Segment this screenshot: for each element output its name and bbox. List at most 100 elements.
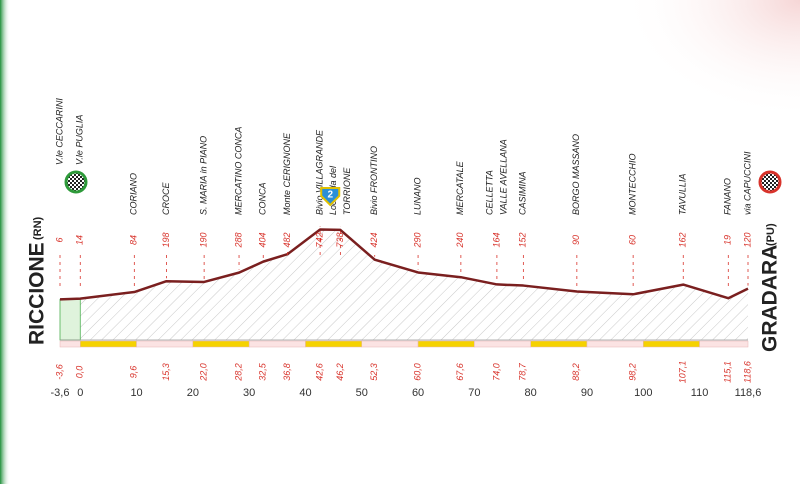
km-strip — [136, 340, 194, 348]
x-tick-label: -3,6 — [51, 387, 70, 399]
km-strip — [248, 340, 306, 348]
km-strip — [361, 340, 419, 348]
place-name: Bivio VILLAGRANDE — [314, 129, 324, 215]
altitude-label: 240 — [455, 232, 465, 248]
place-name: MONTECCHIO — [628, 154, 638, 216]
km-label: 9,6 — [129, 366, 139, 379]
place-name: via CAPUCCINI — [742, 151, 752, 215]
altitude-label: 404 — [258, 232, 268, 247]
km-label: 36,8 — [282, 363, 292, 381]
place-name: Monte CERIGNONE — [282, 132, 292, 215]
km-label: 118,6 — [742, 361, 752, 383]
x-tick-label: 10 — [130, 387, 142, 399]
km-strip — [80, 340, 137, 348]
place-name: MERCATALE — [455, 160, 465, 215]
km-strip — [586, 340, 644, 348]
km-label: 42,6 — [314, 363, 324, 381]
x-tick-label: 118,6 — [735, 387, 762, 399]
altitude-label: 60 — [628, 235, 638, 245]
finish-name: GRADARA — [759, 245, 782, 352]
altitude-label: 424 — [369, 232, 379, 247]
km-label: 67,6 — [455, 363, 465, 381]
profile-area — [60, 229, 748, 340]
km-label: 15,3 — [161, 363, 171, 381]
place-name: CELLETTA — [484, 170, 494, 215]
km-label: 98,2 — [628, 363, 638, 381]
place-name: MERCATINO CONCA — [233, 127, 243, 215]
altitude-label: 198 — [161, 232, 171, 247]
altitude-label: 90 — [571, 235, 581, 245]
start-zone — [59, 299, 81, 341]
km-label: 88,2 — [571, 363, 581, 381]
x-tick-label: 100 — [634, 387, 652, 399]
start-icon — [64, 170, 88, 194]
altitude-label: 6 — [54, 237, 64, 242]
km-label: 115,1 — [723, 361, 733, 383]
km-label: 22,0 — [199, 363, 209, 382]
altitude-label: 738 — [335, 232, 345, 247]
km-strip — [59, 340, 81, 348]
km-label: 0,0 — [75, 366, 85, 379]
altitude-label: 190 — [199, 232, 209, 247]
x-tick-label: 30 — [243, 387, 255, 399]
km-strip — [305, 340, 363, 348]
place-name: VALLE AVELLANA — [498, 139, 508, 215]
altitude-label: 84 — [129, 235, 139, 245]
altitude-label: 742 — [314, 232, 324, 247]
km-strip — [643, 340, 700, 348]
start-name: RICCIONE — [26, 242, 49, 345]
place-name: V.le PUGLIA — [75, 115, 85, 165]
place-name: CONCA — [258, 182, 268, 215]
km-strip — [192, 340, 250, 348]
km-label: -3,6 — [54, 364, 64, 380]
x-tick-label: 80 — [525, 387, 537, 399]
altitude-label: 162 — [678, 232, 688, 247]
climb-category: 2 — [327, 190, 333, 201]
altitude-label: 290 — [412, 232, 422, 248]
km-strip — [417, 340, 475, 348]
place-name: BORGO MASSANO — [571, 134, 581, 215]
profile-line — [59, 228, 749, 301]
x-tick-label: 0 — [77, 387, 83, 399]
place-name: LUNANO — [412, 177, 422, 215]
altitude-label: 482 — [282, 232, 292, 247]
x-tick-label: 70 — [468, 387, 480, 399]
km-label: 107,1 — [678, 361, 688, 384]
km-label: 74,0 — [491, 363, 501, 381]
altitude-label: 14 — [75, 235, 85, 245]
place-name: S. MARIA in PIANO — [199, 136, 209, 215]
km-label: 78,7 — [518, 362, 528, 381]
finish-province: (PU) — [765, 223, 777, 246]
place-name: CASIMINA — [518, 171, 528, 215]
altitude-label: 164 — [491, 232, 501, 247]
km-label: 52,3 — [369, 363, 379, 381]
place-name: CROCE — [161, 182, 171, 215]
left-stripe — [0, 0, 10, 484]
x-tick-label: 90 — [581, 387, 593, 399]
km-label: 28,2 — [233, 363, 243, 382]
km-strip — [474, 340, 531, 348]
x-tick-label: 40 — [299, 387, 311, 399]
km-label: 46,2 — [335, 363, 345, 381]
place-name: TAVULLIA — [678, 174, 688, 215]
start-province: (RN) — [32, 216, 44, 240]
x-tick-label: 110 — [691, 387, 709, 399]
altitude-label: 288 — [233, 232, 243, 248]
km-strip — [699, 340, 749, 348]
altitude-label: 19 — [723, 235, 733, 245]
corner-fade — [500, 0, 800, 200]
finish-icon — [758, 170, 782, 194]
climb-badge — [320, 187, 341, 207]
km-strip — [530, 340, 588, 348]
x-tick-label: 60 — [412, 387, 424, 399]
altitude-label: 152 — [518, 232, 528, 247]
place-name: V.le CECCARINI — [54, 98, 64, 165]
x-tick-label: 50 — [356, 387, 368, 399]
place-name: TORRIONE — [342, 167, 352, 215]
km-label: 32,5 — [258, 362, 268, 381]
altitude-label: 120 — [742, 232, 752, 247]
x-tick-label: 20 — [187, 387, 199, 399]
place-name: CORIANO — [129, 173, 139, 215]
